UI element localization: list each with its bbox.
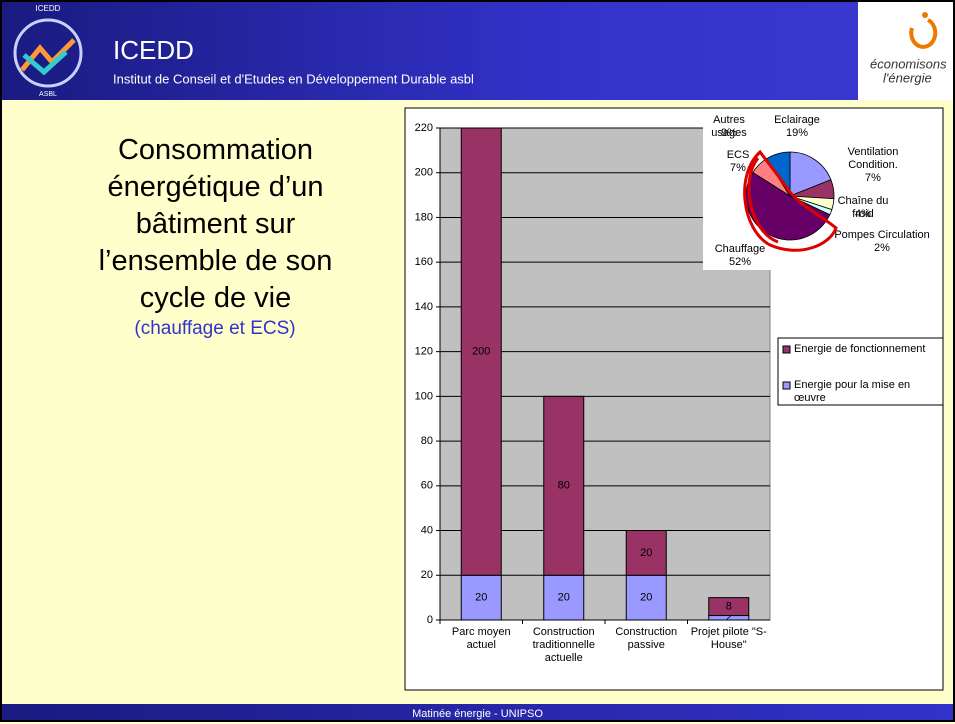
highlight-outline bbox=[743, 149, 838, 252]
x-tick-label-box: Projet pilote "S-House" bbox=[690, 626, 767, 651]
pie-label-value: 9% bbox=[721, 127, 737, 139]
x-tick-label: Parc moyen actuel bbox=[451, 626, 511, 651]
pie-label-value-box: 4% bbox=[855, 208, 871, 220]
logo-text: ICEDD bbox=[36, 4, 61, 13]
pie-label-value-box: 9% bbox=[721, 127, 737, 139]
legend-box bbox=[777, 337, 944, 406]
data-label: 20 bbox=[640, 592, 652, 604]
bar-segment bbox=[625, 530, 667, 576]
y-tick-label: 220 bbox=[415, 122, 433, 134]
pie-slice bbox=[789, 151, 832, 197]
data-label: 20 bbox=[640, 547, 652, 559]
x-tick-label: Construction passive bbox=[615, 626, 678, 651]
y-tick-label: 200 bbox=[415, 167, 433, 179]
slide-subtitle: (chauffage et ECS) bbox=[134, 318, 296, 339]
pie-label-value: 4% bbox=[855, 208, 871, 220]
y-tick-label: 160 bbox=[415, 256, 433, 268]
pie-label-name-box: Autres usages bbox=[711, 114, 747, 139]
footer: Matinée énergie - UNIPSO bbox=[0, 704, 955, 722]
data-label: 80 bbox=[558, 480, 570, 492]
y-tick-label: 60 bbox=[421, 480, 433, 492]
bar-segment bbox=[460, 574, 502, 621]
data-label: 20 bbox=[558, 592, 570, 604]
header-graphics: ICEDD ASBL ICEDD Institut de Conseil et … bbox=[13, 0, 955, 100]
bar-segment bbox=[543, 574, 585, 621]
pie-label-name-box: Chaîne du froid bbox=[837, 195, 889, 220]
header-title: ICEDD bbox=[113, 35, 194, 65]
pie-slice bbox=[745, 171, 831, 241]
pie-label-name-box: Pompes Circulation bbox=[834, 229, 930, 241]
pie-label-name: Ventilation Condition. bbox=[847, 146, 899, 171]
legend-swatch bbox=[782, 345, 791, 354]
pie-label-value-box: 52% bbox=[728, 256, 752, 268]
pie-label-value-box: 19% bbox=[785, 127, 809, 139]
right-logo-dot bbox=[922, 12, 928, 18]
right-logo-mark bbox=[909, 18, 938, 49]
y-tick-label: 100 bbox=[415, 390, 433, 402]
logo-ring bbox=[13, 18, 83, 88]
x-tick-label: Construction traditionnelle actuelle bbox=[532, 626, 595, 664]
data-label: 2 bbox=[726, 612, 732, 624]
pie-label-name-box: Ventilation Condition. bbox=[847, 146, 899, 171]
slide-title: Consommation énergétique d’un bâtiment s… bbox=[98, 134, 333, 314]
pie-label-value: 19% bbox=[785, 127, 809, 139]
right-logo-bg bbox=[858, 0, 955, 100]
legend-label-box: Energie de fonctionnement bbox=[794, 343, 926, 355]
bar-segment bbox=[460, 127, 502, 576]
pie-label-value: 7% bbox=[865, 172, 881, 184]
y-tick-label: 0 bbox=[427, 614, 433, 626]
right-logo-text: l'énergie bbox=[883, 70, 932, 85]
bar-segment bbox=[625, 574, 667, 621]
bar-segment bbox=[543, 395, 585, 576]
y-tick-label: 120 bbox=[415, 346, 433, 358]
legend-swatch bbox=[782, 381, 791, 390]
data-label: 20 bbox=[475, 592, 487, 604]
y-tick-label: 40 bbox=[421, 524, 433, 536]
pie-label-name-box: Eclairage bbox=[774, 114, 820, 126]
data-label: 8 bbox=[726, 600, 732, 612]
pie-label-value: 2% bbox=[874, 242, 890, 254]
right-logo-text: économisons bbox=[870, 56, 947, 71]
pie-label-value-box: 7% bbox=[730, 162, 746, 174]
x-tick-label-box: Construction passive bbox=[615, 626, 678, 651]
header: ICEDD ASBL ICEDD Institut de Conseil et … bbox=[0, 0, 955, 100]
pie-label-value: 52% bbox=[728, 256, 752, 268]
pie-label-name-box: ECS bbox=[726, 149, 750, 161]
legend-label-box: Energie pour la mise en œuvre bbox=[794, 379, 911, 404]
pie-label-name: Pompes Circulation bbox=[834, 229, 930, 241]
logo-arrow bbox=[22, 50, 68, 76]
x-tick-label-box: Construction traditionnelle actuelle bbox=[532, 626, 595, 664]
x-tick-label: Projet pilote "S-House" bbox=[690, 626, 767, 651]
pie-label-value: 7% bbox=[730, 162, 746, 174]
y-tick-label: 80 bbox=[421, 435, 433, 447]
header-subtitle: Institut de Conseil et d'Etudes en Dével… bbox=[113, 71, 474, 86]
pie-label-name: Chauffage bbox=[714, 243, 766, 255]
bar-segment bbox=[708, 597, 750, 617]
logo-text: ASBL bbox=[39, 91, 57, 98]
pie-label-name: Autres usages bbox=[711, 114, 747, 139]
pie-label-name: ECS bbox=[726, 149, 750, 161]
pie-label-name-box: Chauffage bbox=[714, 243, 766, 255]
legend-label: Energie de fonctionnement bbox=[794, 343, 926, 355]
x-tick-label-box: Parc moyen actuel bbox=[451, 626, 511, 651]
pie-label-name: Chaîne du froid bbox=[837, 195, 889, 220]
data-label: 200 bbox=[472, 346, 490, 358]
pie-label-value-box: 2% bbox=[874, 242, 890, 254]
y-tick-label: 180 bbox=[415, 211, 433, 223]
legend-label: Energie pour la mise en œuvre bbox=[794, 379, 911, 404]
y-tick-label: 20 bbox=[421, 569, 433, 581]
y-tick-label: 140 bbox=[415, 301, 433, 313]
pie-label-name: Eclairage bbox=[774, 114, 820, 126]
pie-label-value-box: 7% bbox=[865, 172, 881, 184]
